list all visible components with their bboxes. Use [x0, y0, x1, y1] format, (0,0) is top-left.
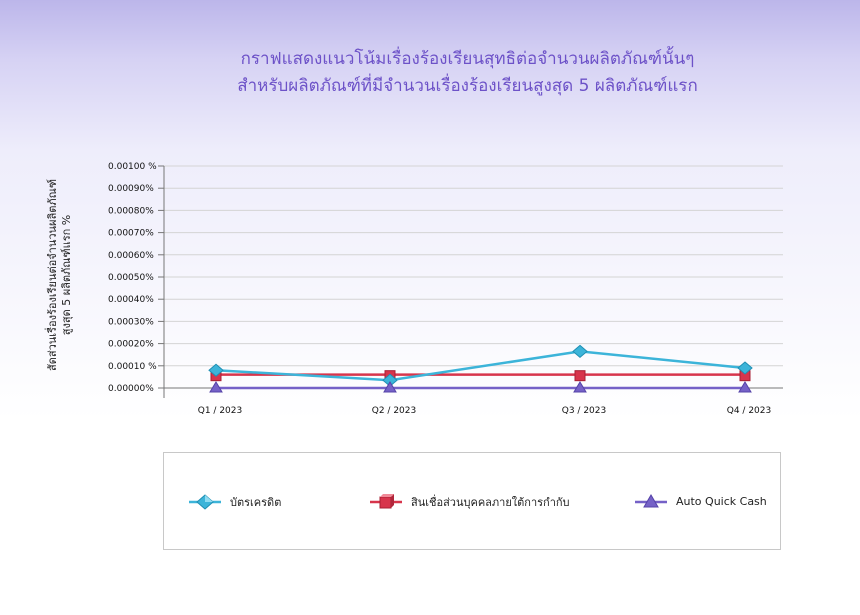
legend-triangle-marker-icon: [635, 494, 667, 508]
legend-label: สินเชื่อส่วนบุคคลภายใต้การกำกับ: [411, 496, 570, 509]
data-point: [383, 381, 397, 393]
data-point: [573, 381, 587, 393]
data-point: [208, 363, 224, 377]
legend-item-personal-loan: สินเชื่อส่วนบุคคลภายใต้การกำกับ: [369, 493, 570, 511]
y-tick-label: 0.00040%: [108, 295, 154, 305]
data-point: [738, 381, 752, 393]
chart-title-line1: กราฟแสดงแนวโน้มเรื่องร้องเรียนสุทธิต่อจำ…: [240, 49, 695, 69]
legend-cube-marker-icon: [370, 494, 402, 509]
y-tick-label: 0.00100 %: [108, 162, 157, 172]
data-point: [574, 370, 586, 382]
y-tick-label: 0.00020%: [108, 340, 154, 350]
y-tick-label: 0.00050%: [108, 273, 154, 283]
chart-title-line2: สำหรับผลิตภัณฑ์ที่มีจำนวนเรื่องร้องเรียน…: [237, 76, 698, 96]
legend-item-auto-quick-cash: Auto Quick Cash: [634, 493, 767, 509]
y-tick-label: 0.00090%: [108, 184, 154, 194]
y-tick-label: 0.00030%: [108, 317, 154, 327]
series-line: [215, 350, 746, 382]
legend-diamond-marker-icon: [189, 494, 221, 510]
x-tick-label: Q2 / 2023: [372, 406, 416, 416]
y-tick-label: 0.00060%: [108, 251, 154, 261]
chart-legend: บัตรเครดิต สินเชื่อส่วนบุคคลภายใต้การกำก…: [163, 452, 781, 550]
x-tick-label: Q4 / 2023: [727, 406, 771, 416]
data-point: [209, 381, 223, 393]
legend-item-credit-card: บัตรเครดิต: [188, 493, 281, 511]
y-tick-label: 0.00000%: [108, 384, 154, 394]
y-tick-label: 0.00080%: [108, 206, 154, 216]
legend-label: บัตรเครดิต: [230, 496, 282, 509]
data-point: [572, 344, 588, 359]
y-tick-label: 0.00010 %: [108, 362, 157, 372]
x-tick-label: Q3 / 2023: [562, 406, 606, 416]
chart-title: กราฟแสดงแนวโน้มเรื่องร้องเรียนสุทธิต่อจำ…: [0, 46, 860, 100]
y-tick-label: 0.00070%: [108, 229, 154, 239]
data-point: [737, 361, 753, 375]
legend-label: Auto Quick Cash: [676, 494, 767, 508]
x-tick-label: Q1 / 2023: [198, 406, 242, 416]
